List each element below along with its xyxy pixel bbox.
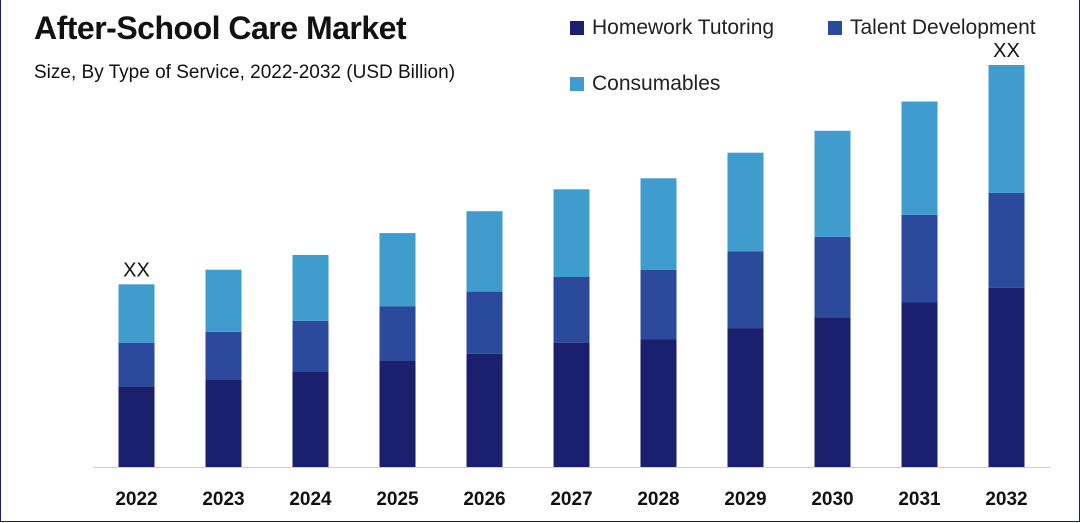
bar-segment-consumables-2027 bbox=[553, 189, 590, 277]
bar-segment-talent-development-2026 bbox=[466, 291, 503, 354]
x-tick-label-2027: 2027 bbox=[550, 489, 592, 510]
legend-item-consumables: Consumables bbox=[570, 72, 720, 96]
bar-segment-talent-development-2029 bbox=[727, 251, 764, 329]
bar-segment-consumables-2024 bbox=[292, 255, 329, 321]
legend-item-talent-development: Talent Development bbox=[828, 16, 1036, 40]
data-label-2022: XX bbox=[123, 259, 150, 281]
bar-segment-homework-tutoring-2028 bbox=[640, 339, 677, 467]
bar-segment-homework-tutoring-2031 bbox=[901, 302, 938, 467]
bar-segment-consumables-2026 bbox=[466, 211, 503, 292]
bar-segment-talent-development-2028 bbox=[640, 269, 677, 340]
legend-swatch-consumables bbox=[570, 77, 584, 91]
x-tick-label-2031: 2031 bbox=[898, 489, 941, 510]
bar-segment-talent-development-2022 bbox=[118, 342, 155, 387]
x-tick-label-2026: 2026 bbox=[463, 489, 505, 510]
bar-segment-homework-tutoring-2026 bbox=[466, 353, 503, 467]
bar-segment-talent-development-2027 bbox=[553, 277, 590, 343]
bar-segment-consumables-2029 bbox=[727, 152, 764, 252]
bar-segment-consumables-2028 bbox=[640, 178, 677, 270]
bar-segment-talent-development-2031 bbox=[901, 214, 938, 303]
bar-segment-homework-tutoring-2032 bbox=[988, 287, 1025, 467]
bar-segment-talent-development-2025 bbox=[379, 306, 416, 361]
legend-label-homework-tutoring: Homework Tutoring bbox=[592, 16, 775, 39]
bar-segment-talent-development-2032 bbox=[988, 192, 1025, 288]
x-tick-label-2023: 2023 bbox=[202, 489, 244, 510]
x-tick-label-2029: 2029 bbox=[724, 489, 766, 510]
bar-segment-homework-tutoring-2027 bbox=[553, 342, 590, 467]
x-tick-label-2030: 2030 bbox=[811, 489, 853, 510]
legend-label-consumables: Consumables bbox=[592, 72, 721, 95]
bar-segment-consumables-2025 bbox=[379, 233, 416, 307]
bar-segment-homework-tutoring-2030 bbox=[814, 317, 851, 467]
x-tick-label-2022: 2022 bbox=[115, 489, 157, 510]
chart-subtitle: Size, By Type of Service, 2022-2032 (USD… bbox=[34, 62, 456, 83]
legend-swatch-homework-tutoring bbox=[570, 21, 584, 35]
bar-segment-homework-tutoring-2023 bbox=[205, 379, 242, 467]
bar-segment-talent-development-2030 bbox=[814, 236, 851, 318]
x-tick-label-2032: 2032 bbox=[985, 489, 1027, 510]
chart-title: After-School Care Market bbox=[34, 10, 407, 46]
bar-segment-homework-tutoring-2029 bbox=[727, 328, 764, 467]
bar-segment-talent-development-2024 bbox=[292, 320, 329, 372]
legend-label-talent-development: Talent Development bbox=[850, 16, 1036, 39]
bar-segment-consumables-2030 bbox=[814, 130, 851, 237]
bar-segment-homework-tutoring-2025 bbox=[379, 361, 416, 467]
legend-item-homework-tutoring: Homework Tutoring bbox=[570, 16, 774, 40]
x-tick-label-2025: 2025 bbox=[376, 489, 419, 510]
bar-segment-consumables-2022 bbox=[118, 284, 155, 343]
bar-segment-homework-tutoring-2024 bbox=[292, 372, 329, 467]
bar-segment-consumables-2023 bbox=[205, 269, 242, 332]
data-label-2032: XX bbox=[993, 40, 1020, 62]
bar-segment-homework-tutoring-2022 bbox=[118, 386, 155, 467]
x-tick-label-2028: 2028 bbox=[637, 489, 679, 510]
x-tick-label-2024: 2024 bbox=[289, 489, 332, 510]
bar-segment-consumables-2031 bbox=[901, 101, 938, 215]
legend-swatch-talent-development bbox=[828, 21, 842, 35]
bar-segment-talent-development-2023 bbox=[205, 331, 242, 380]
bar-segment-consumables-2032 bbox=[988, 65, 1025, 193]
